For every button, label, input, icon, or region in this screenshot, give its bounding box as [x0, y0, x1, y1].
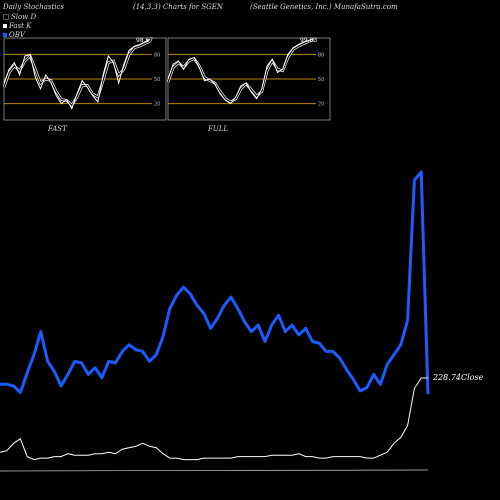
full-tick-20: 20: [318, 102, 324, 108]
full-tick-50: 50: [318, 77, 324, 83]
legend-obv-label: OBV: [9, 31, 25, 39]
legend-fast-k-label: Fast K: [9, 22, 32, 30]
chart-header-right: (Seattle Genetics, Inc.) MunafaSutra.com: [250, 3, 398, 11]
fast-panel-title: FAST: [48, 125, 67, 133]
obv-line: [0, 170, 430, 395]
close-line: [0, 377, 428, 461]
full-tick-80: 80: [318, 52, 324, 58]
close-value-label: 228.74Close: [433, 373, 484, 382]
legend-slow-d-swatch: [3, 14, 9, 20]
legend-fast-k: Fast K: [3, 22, 31, 30]
legend-slow-d-label: Slow D: [11, 13, 37, 21]
chart-header-left: Daily Stochastics: [3, 3, 65, 11]
fast-tick-20: 20: [154, 102, 160, 108]
chart-header-center: (14,3,3) Charts for SGEN: [133, 3, 223, 11]
fast-fast-k-line: [3, 38, 151, 110]
legend-obv: OBV: [3, 31, 25, 39]
fast-tick-80: 80: [154, 52, 160, 58]
legend-slow-d: Slow D: [3, 13, 36, 21]
full-fast-k-line: [167, 38, 315, 105]
fast-last-value: 98.67: [136, 37, 153, 44]
fast-tick-50: 50: [154, 77, 160, 83]
fast-slow-d-line: [3, 40, 151, 107]
full-panel-title: FULL: [208, 125, 229, 133]
full-slow-d-line: [167, 39, 315, 103]
legend-obv-swatch: [3, 33, 7, 37]
legend-fast-k-swatch: [3, 24, 7, 28]
full-last-value: 99.03: [300, 37, 317, 44]
baseline-line: [0, 469, 429, 472]
